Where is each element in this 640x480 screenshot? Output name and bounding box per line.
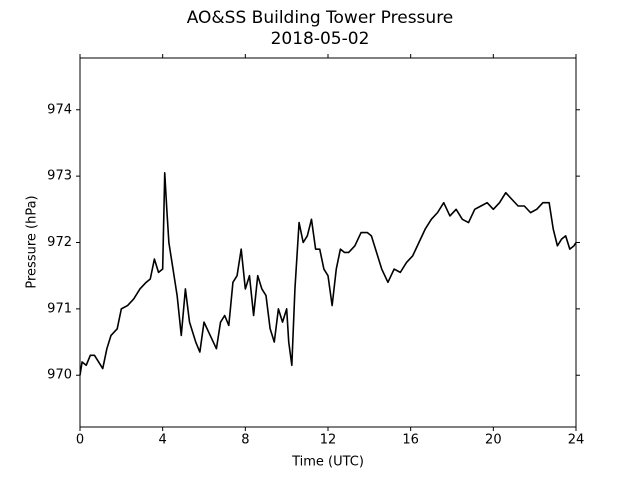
y-tick-label: 972	[47, 235, 72, 250]
y-tick-label: 973	[47, 169, 72, 184]
x-tick-label: 20	[485, 433, 502, 448]
x-tick-label: 24	[568, 433, 585, 448]
chart-title: AO&SS Building Tower Pressure	[187, 8, 454, 28]
chart-subtitle: 2018-05-02	[271, 29, 370, 49]
x-tick-label: 16	[402, 433, 419, 448]
plot-frame	[79, 57, 577, 428]
y-tick-label: 971	[47, 301, 72, 316]
data-line	[79, 172, 577, 376]
y-axis-label: Pressure (hPa)	[25, 195, 40, 288]
y-tick-label: 974	[47, 102, 72, 117]
x-tick-label: 0	[76, 433, 84, 448]
x-axis-label: Time (UTC)	[291, 455, 364, 470]
y-tick-label: 970	[47, 368, 72, 383]
x-tick-label: 12	[320, 433, 337, 448]
x-tick-label: 4	[159, 433, 167, 448]
x-tick-label: 8	[241, 433, 249, 448]
